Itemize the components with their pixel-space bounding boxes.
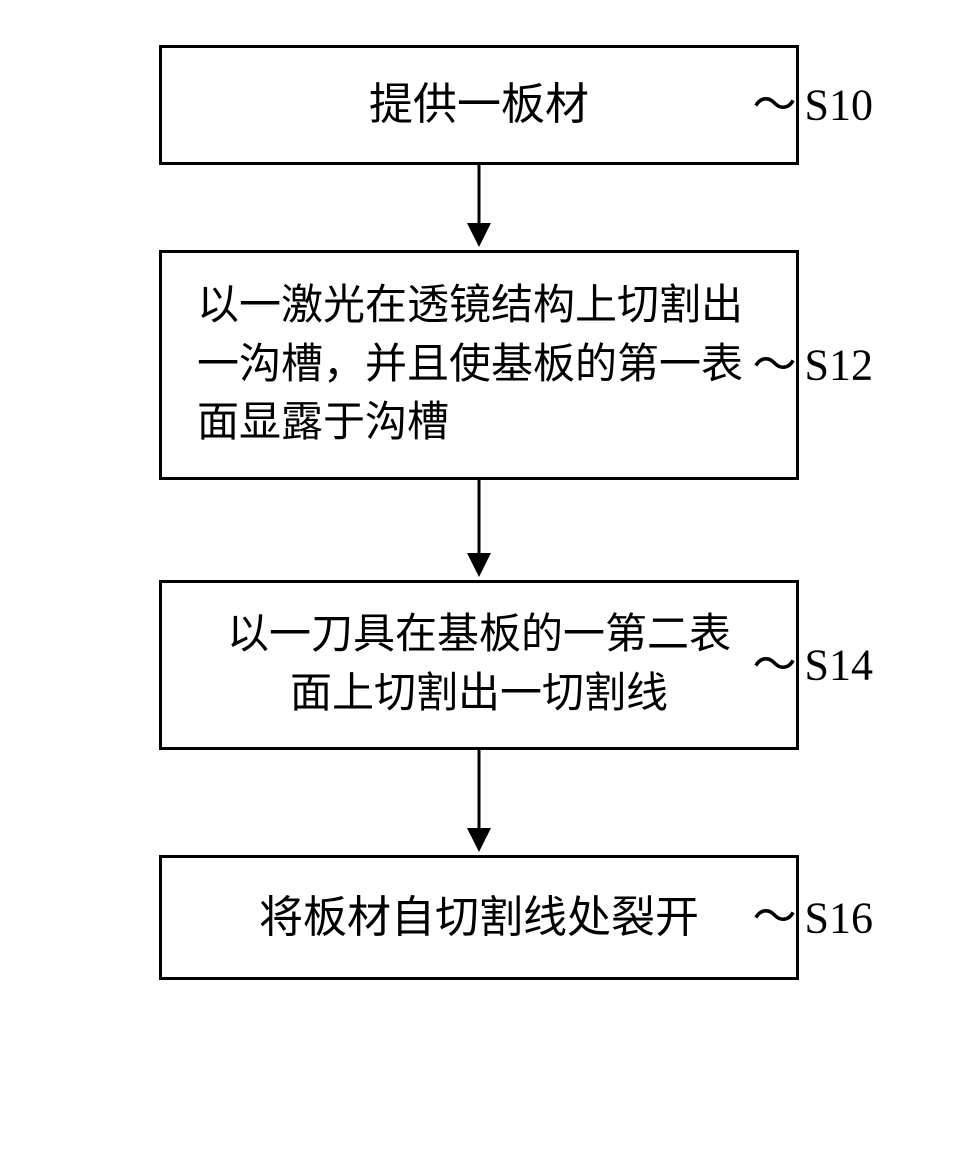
step-row-3: 以一刀具在基板的一第二表面上切割出一切割线 〜 S14 [0, 580, 958, 750]
label-text-1: S10 [805, 80, 873, 131]
curve-symbol: 〜 [753, 896, 797, 940]
curve-symbol: 〜 [753, 83, 797, 127]
step-text-2: 以一激光在透镜结构上切割出一沟槽，并且使基板的第一表面显露于沟槽 [197, 277, 761, 453]
step-box-3: 以一刀具在基板的一第二表面上切割出一切割线 [159, 580, 799, 750]
arrow-icon [459, 165, 499, 250]
step-text-1: 提供一板材 [192, 74, 766, 136]
arrow-2 [459, 480, 499, 580]
arrow-3 [459, 750, 499, 855]
arrow-1 [459, 165, 499, 250]
curve-symbol: 〜 [753, 343, 797, 387]
step-box-1: 提供一板材 [159, 45, 799, 165]
label-text-2: S12 [805, 340, 873, 391]
arrow-icon [459, 480, 499, 580]
step-box-2: 以一激光在透镜结构上切割出一沟槽，并且使基板的第一表面显露于沟槽 [159, 250, 799, 480]
step-label-4: 〜 S16 [753, 892, 873, 943]
step-text-3: 以一刀具在基板的一第二表面上切割出一切割线 [212, 606, 746, 724]
step-text-4: 将板材自切割线处裂开 [192, 887, 766, 949]
step-label-1: 〜 S10 [753, 80, 873, 131]
step-row-1: 提供一板材 〜 S10 [0, 45, 958, 165]
flowchart-container: 提供一板材 〜 S10 以一激光在透镜结构上切割出一沟槽，并且使基板的第一表面显… [0, 0, 958, 980]
label-text-4: S16 [805, 892, 873, 943]
curve-symbol: 〜 [753, 643, 797, 687]
arrow-icon [459, 750, 499, 855]
step-label-3: 〜 S14 [753, 640, 873, 691]
step-row-4: 将板材自切割线处裂开 〜 S16 [0, 855, 958, 980]
step-label-2: 〜 S12 [753, 340, 873, 391]
step-box-4: 将板材自切割线处裂开 [159, 855, 799, 980]
step-row-2: 以一激光在透镜结构上切割出一沟槽，并且使基板的第一表面显露于沟槽 〜 S12 [0, 250, 958, 480]
label-text-3: S14 [805, 640, 873, 691]
